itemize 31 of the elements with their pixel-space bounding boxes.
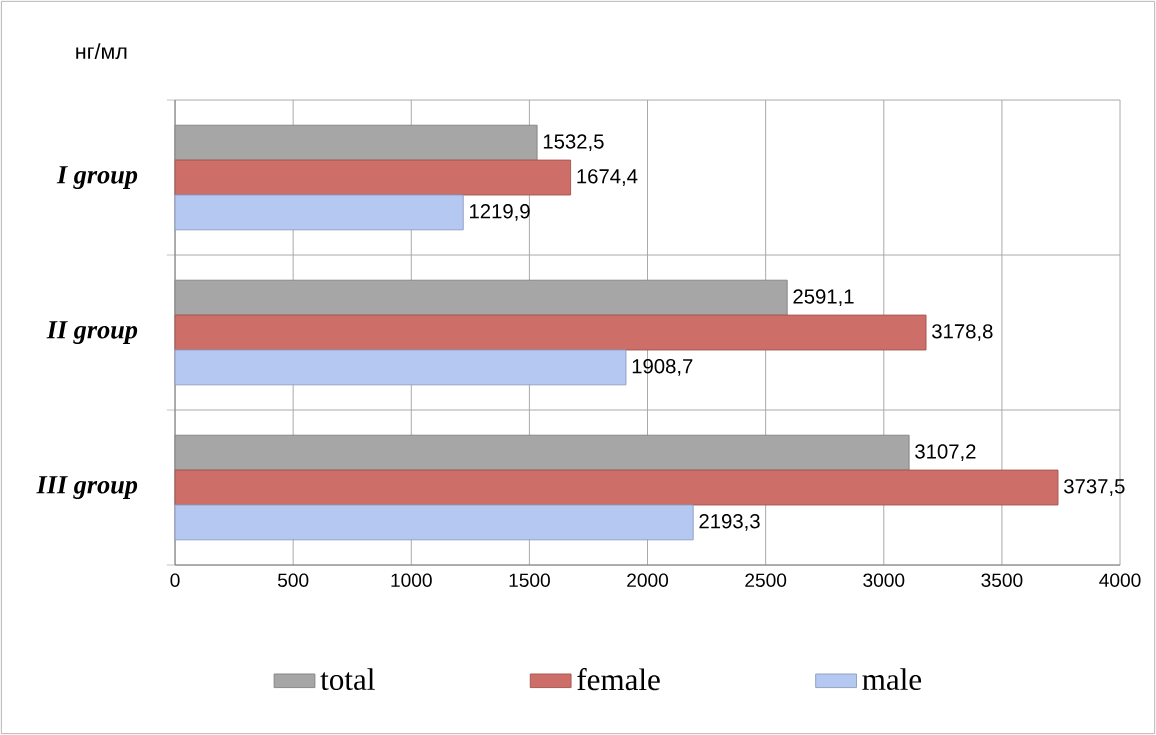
- x-tick-label: 2500: [745, 573, 787, 587]
- y-tick-label: I group: [56, 166, 138, 189]
- bar: [174, 349, 627, 386]
- x-tick-label: 500: [277, 573, 309, 587]
- legend-label: female: [577, 668, 660, 691]
- bar: [174, 194, 464, 231]
- data-label: 3107,2: [915, 444, 976, 462]
- data-label: 1908,7: [632, 359, 693, 376]
- x-tick-label: 2000: [627, 573, 669, 587]
- x-tick-label: 1500: [509, 573, 550, 587]
- y-tick-label: III group: [36, 476, 138, 499]
- bar: [174, 469, 1059, 506]
- data-label: 3178,8: [932, 324, 993, 341]
- y-axis-title: нг/мл: [76, 43, 127, 60]
- x-tick-label: 3000: [863, 573, 905, 587]
- x-tick-label: 3500: [981, 573, 1023, 587]
- data-label: 1532,5: [543, 134, 604, 152]
- bar: [174, 159, 572, 196]
- bar: [174, 314, 927, 351]
- data-label: 2193,3: [699, 514, 760, 531]
- x-tick-label: 1000: [391, 573, 432, 587]
- x-tick-label: 4000: [1099, 573, 1141, 587]
- data-label: 1219,9: [470, 204, 530, 221]
- x-tick-label: 0: [170, 573, 180, 587]
- legend-label: male: [862, 668, 922, 691]
- data-label: 3737,5: [1064, 479, 1125, 496]
- legend-label: total: [320, 668, 375, 691]
- data-label: 2591,1: [793, 289, 854, 307]
- data-label: 1674,4: [577, 169, 638, 186]
- y-tick-label: II group: [46, 321, 138, 344]
- bar: [174, 504, 694, 541]
